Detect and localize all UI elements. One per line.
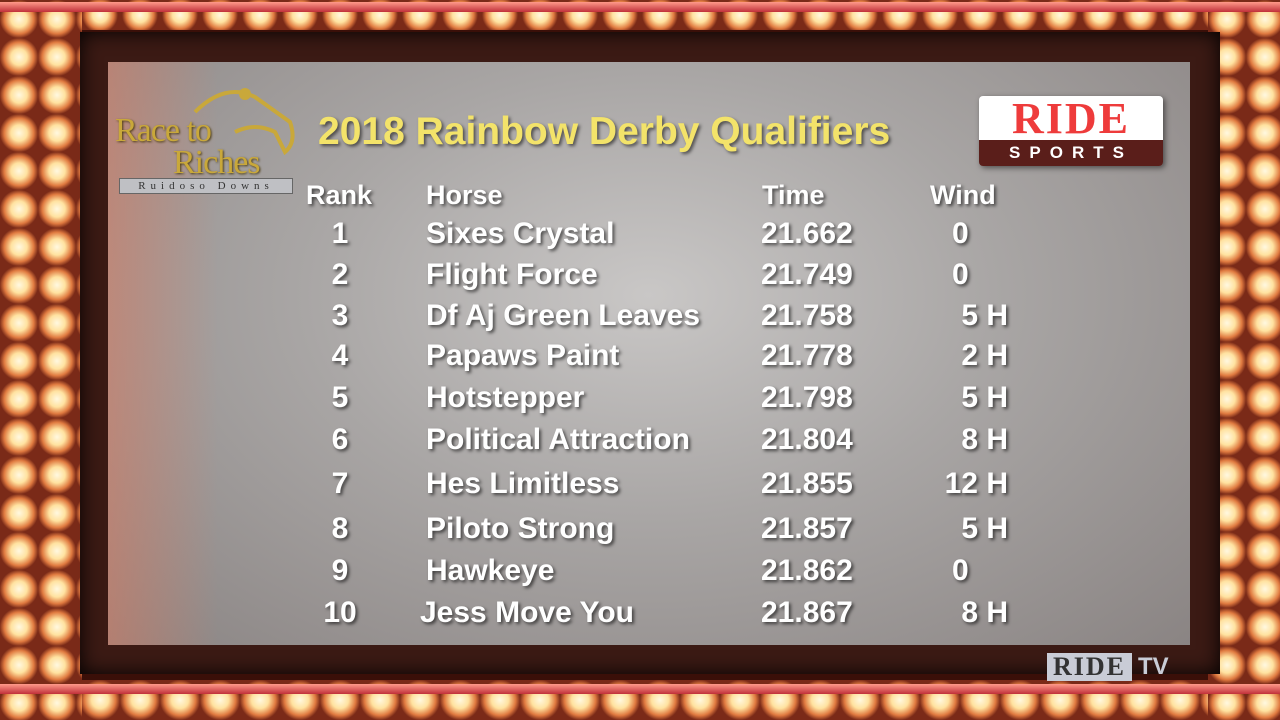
header-horse: Horse: [426, 180, 503, 210]
time-cell: 21.862: [761, 554, 853, 587]
lights-left: [0, 0, 82, 720]
time-cell: 21.804: [761, 423, 853, 456]
time-cell: 21.867: [761, 596, 853, 629]
horse-cell: Df Aj Green Leaves: [426, 299, 700, 332]
horse-cell: Political Attraction: [426, 423, 690, 456]
header-time: Time: [762, 180, 825, 210]
time-cell: 21.798: [761, 381, 853, 414]
rail-top: [0, 2, 1280, 12]
logo-line2: Riches: [173, 144, 261, 181]
header-rank: Rank: [306, 180, 373, 210]
rank-cell: 8: [331, 512, 349, 545]
rank-cell: 4: [331, 339, 349, 372]
horse-cell: Hawkeye: [426, 554, 555, 587]
race-to-riches-logo: Race to Riches Ruidoso Downs: [115, 82, 295, 194]
time-cell: 21.662: [761, 217, 853, 250]
rank-cell: 5: [331, 381, 349, 414]
ride-tv-bug: RIDE TV: [1047, 653, 1169, 681]
rank-cell: 2: [331, 258, 349, 291]
rank-cell: 7: [331, 467, 349, 500]
ride-sports-logo: RIDE SPORTS: [979, 96, 1163, 166]
time-cell: 21.778: [761, 339, 853, 372]
header-wind: Wind: [930, 180, 996, 210]
ride-tv-box: RIDE: [1047, 653, 1133, 681]
rank-cell: 10: [323, 596, 357, 629]
wind-cell: 12 H: [944, 467, 1008, 500]
wind-cell: 0: [952, 217, 969, 250]
time-cell: 21.857: [761, 512, 853, 545]
rail-bottom: [0, 684, 1280, 694]
wind-cell: 5 H: [961, 512, 1008, 545]
ride-logo-text: RIDE: [979, 96, 1163, 142]
logo-sub: Ruidoso Downs: [119, 178, 293, 194]
rank-cell: 1: [331, 217, 349, 250]
horse-cell: Piloto Strong: [426, 512, 615, 545]
ride-tv-suffix: TV: [1138, 653, 1169, 680]
rank-cell: 9: [331, 554, 349, 587]
rank-cell: 3: [331, 299, 349, 332]
horse-cell: Papaws Paint: [426, 339, 620, 372]
wind-cell: 0: [952, 258, 969, 291]
wind-cell: 5 H: [961, 299, 1008, 332]
wind-cell: 8 H: [961, 423, 1008, 456]
time-cell: 21.758: [761, 299, 853, 332]
time-cell: 21.855: [761, 467, 853, 500]
horse-cell: Sixes Crystal: [426, 217, 615, 250]
rank-cell: 6: [331, 423, 349, 456]
wind-cell: 0: [952, 554, 969, 587]
wind-cell: 8 H: [961, 596, 1008, 629]
sports-logo-text: SPORTS: [979, 140, 1163, 166]
horse-cell: Hotstepper: [426, 381, 585, 414]
horse-cell: Hes Limitless: [426, 467, 620, 500]
page-title: 2018 Rainbow Derby Qualifiers: [318, 110, 891, 153]
horse-cell: Jess Move You: [420, 596, 634, 629]
logo-line1: Race to: [115, 112, 212, 149]
time-cell: 21.749: [761, 258, 853, 291]
wind-cell: 5 H: [961, 381, 1008, 414]
horse-cell: Flight Force: [426, 258, 598, 291]
lights-right: [1208, 0, 1280, 720]
jockey-horse-icon: [193, 88, 295, 156]
wind-cell: 2 H: [961, 339, 1008, 372]
